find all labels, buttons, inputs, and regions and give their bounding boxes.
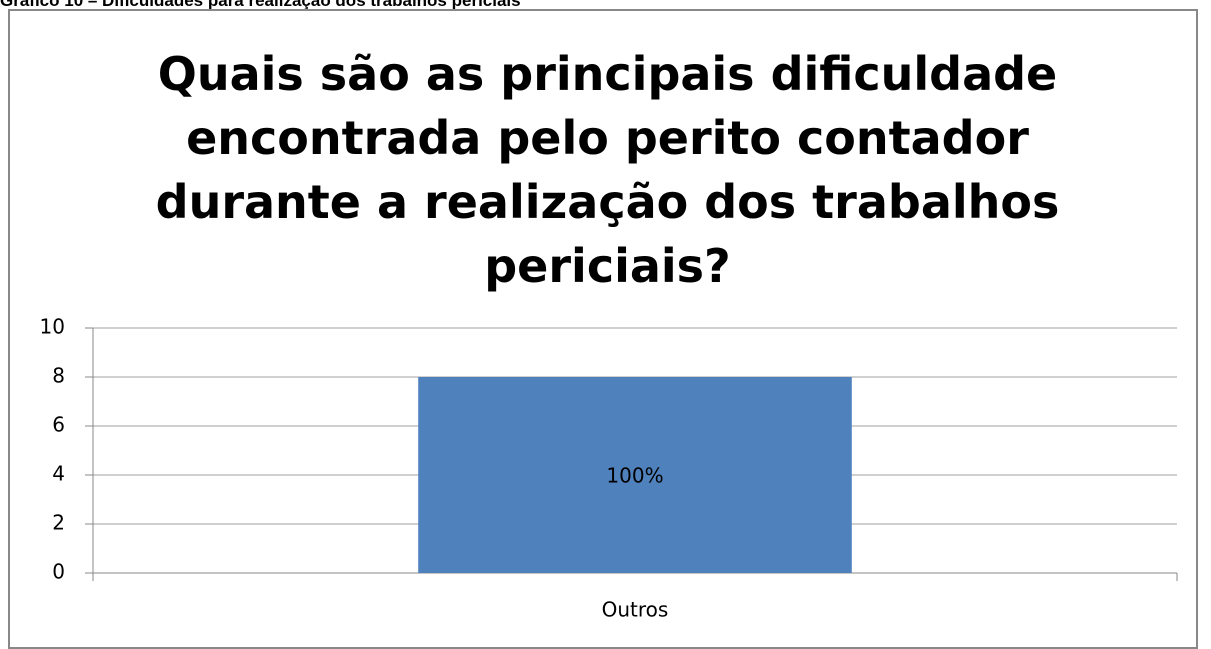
bar-annotation: 100% — [606, 464, 663, 488]
y-tick-label: 8 — [52, 364, 65, 388]
y-tick-label: 6 — [52, 413, 65, 437]
y-tick-label: 10 — [40, 315, 65, 339]
y-tick-label: 4 — [52, 462, 65, 486]
chart-title: Quais são as principais dificuldade enco… — [155, 47, 1060, 293]
x-tick-label: Outros — [602, 598, 669, 622]
bar — [418, 377, 852, 573]
caption: Gráfico 10 – Dificuldades para realizaçã… — [0, 0, 521, 10]
y-tick-label: 2 — [52, 511, 65, 535]
y-tick-label: 0 — [52, 560, 65, 584]
